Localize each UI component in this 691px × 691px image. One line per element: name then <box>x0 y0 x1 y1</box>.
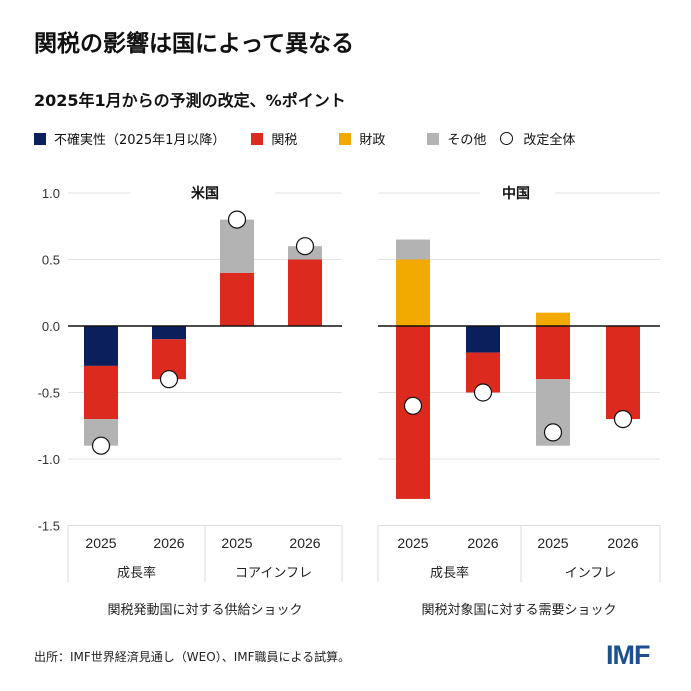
total-marker <box>473 383 493 402</box>
legend-swatch <box>251 132 264 145</box>
legend: 不確実性（2025年1月以降） 関税 財政 その他 改定全体 <box>34 129 601 148</box>
x-tick-label: 2025 <box>221 535 252 551</box>
total-marker <box>403 396 423 415</box>
bar-segment <box>84 365 118 420</box>
group-label: インフレ <box>565 566 617 581</box>
legend-tariff: 関税 <box>251 129 297 148</box>
panel-title: 米国 <box>191 185 219 202</box>
source-note: 出所：IMF世界経済見通し（WEO）、IMF職員による試算。 <box>34 650 351 664</box>
total-marker <box>91 436 111 455</box>
legend-label: 関税 <box>271 133 298 148</box>
legend-circle-icon <box>500 132 514 145</box>
panel-footer: 関税対象国に対する需要ショック <box>421 603 616 618</box>
chart-subtitle: 2025年1月からの予測の改定、%ポイント <box>34 91 346 110</box>
bar-segment <box>152 326 186 340</box>
legend-label: 財政 <box>359 133 386 148</box>
imf-logo: IMF <box>606 640 650 670</box>
x-tick-label: 2025 <box>397 535 428 551</box>
total-marker <box>295 237 315 256</box>
total-marker <box>543 423 563 442</box>
bar-segment <box>536 326 570 380</box>
x-tick-label: 2026 <box>153 535 184 551</box>
y-tick-label: -1.0 <box>38 452 60 467</box>
legend-fiscal: 財政 <box>339 129 385 148</box>
x-tick-label: 2026 <box>289 535 320 551</box>
total-marker <box>613 410 633 429</box>
y-tick-label: 1.0 <box>42 186 60 201</box>
panel-footer: 関税発動国に対する供給ショック <box>107 603 302 618</box>
legend-label: 改定全体 <box>523 133 576 148</box>
x-tick-label: 2025 <box>85 535 116 551</box>
chart-title: 関税の影響は国によって異なる <box>34 31 355 57</box>
bar-segment <box>288 259 322 326</box>
total-marker <box>227 210 247 229</box>
category-box <box>67 525 343 582</box>
category-box <box>377 525 661 582</box>
x-tick-label: 2026 <box>607 535 638 551</box>
legend-uncertainty: 不確実性（2025年1月以降） <box>34 129 225 148</box>
legend-label: 不確実性（2025年1月以降） <box>54 133 226 148</box>
panel-title: 中国 <box>502 185 530 202</box>
bar-segment <box>466 326 500 353</box>
group-label: 成長率 <box>117 565 156 581</box>
legend-label: その他 <box>447 133 487 148</box>
legend-swatch <box>427 132 440 145</box>
bar-segment <box>396 239 430 260</box>
bar-segment <box>396 259 430 326</box>
total-marker <box>159 370 179 389</box>
x-tick-label: 2025 <box>537 535 568 551</box>
y-tick-label: 0.0 <box>42 319 60 334</box>
legend-swatch <box>34 132 46 145</box>
legend-swatch <box>339 132 352 145</box>
x-tick-label: 2026 <box>467 535 498 551</box>
group-label: 成長率 <box>430 565 469 581</box>
y-tick-label: 0.5 <box>42 253 60 268</box>
legend-other: その他 <box>427 129 486 148</box>
group-label: コアインフレ <box>235 566 312 581</box>
bar-segment <box>84 326 118 366</box>
legend-total: 改定全体 <box>500 129 575 148</box>
bar-segment <box>220 272 254 326</box>
bar-segment <box>536 312 570 326</box>
y-tick-label: -0.5 <box>38 386 60 401</box>
bar-segment <box>606 326 640 420</box>
y-tick-label: -1.5 <box>38 519 60 534</box>
